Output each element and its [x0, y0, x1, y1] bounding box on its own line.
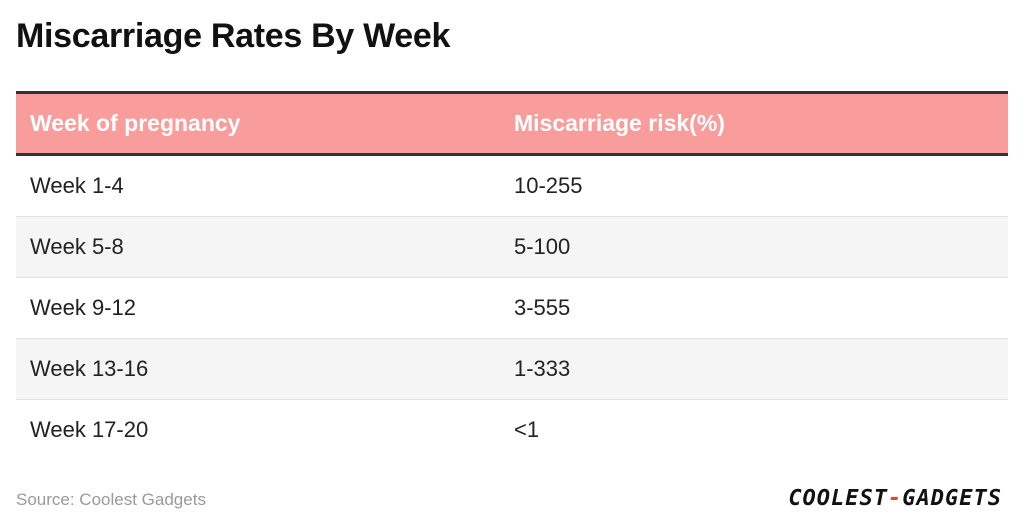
table-row: Week 9-12 3-555 [16, 277, 1008, 339]
page-title: Miscarriage Rates By Week [16, 17, 451, 55]
cell-risk: 10-255 [500, 154, 1008, 217]
cell-week: Week 17-20 [30, 417, 149, 442]
table-row: Week 13-16 1-333 [16, 338, 1008, 400]
cell-week: Week 13-16 [16, 338, 500, 400]
cell-week: Week 5-8 [16, 216, 500, 278]
table-header-row: Week of pregnancy Miscarriage risk(%) [16, 91, 1008, 156]
logo-text-left: COOLEST [788, 486, 889, 511]
column-header-week: Week of pregnancy [16, 91, 500, 156]
cell-risk: 3-555 [500, 277, 1008, 339]
brand-logo: COOLEST-GADGETS [788, 486, 1002, 511]
table-row: Week 5-8 5-100 [16, 216, 1008, 278]
table-row: Week 1-4 10-255 [16, 154, 1008, 217]
data-table: Week of pregnancy Miscarriage risk(%) We… [16, 91, 1008, 460]
table-row: Week 17-20 <1 [16, 400, 1008, 461]
cell-week: Week 9-12 [16, 277, 500, 339]
logo-text-right: GADGETS [902, 486, 1002, 511]
cell-week: Week 1-4 [16, 154, 500, 217]
table-header: Week of pregnancy Miscarriage risk(%) [16, 91, 1008, 156]
cell-risk: 5-100 [500, 216, 1008, 278]
column-header-risk: Miscarriage risk(%) [500, 91, 1008, 156]
cell-risk: 1-333 [500, 338, 1008, 400]
source-note: Source: Coolest Gadgets [16, 490, 206, 509]
cell-risk: <1 [514, 417, 540, 442]
table-body: Week 1-4 10-255 Week 5-8 5-100 Week 9-12… [16, 154, 1008, 461]
logo-dash: - [888, 486, 903, 511]
